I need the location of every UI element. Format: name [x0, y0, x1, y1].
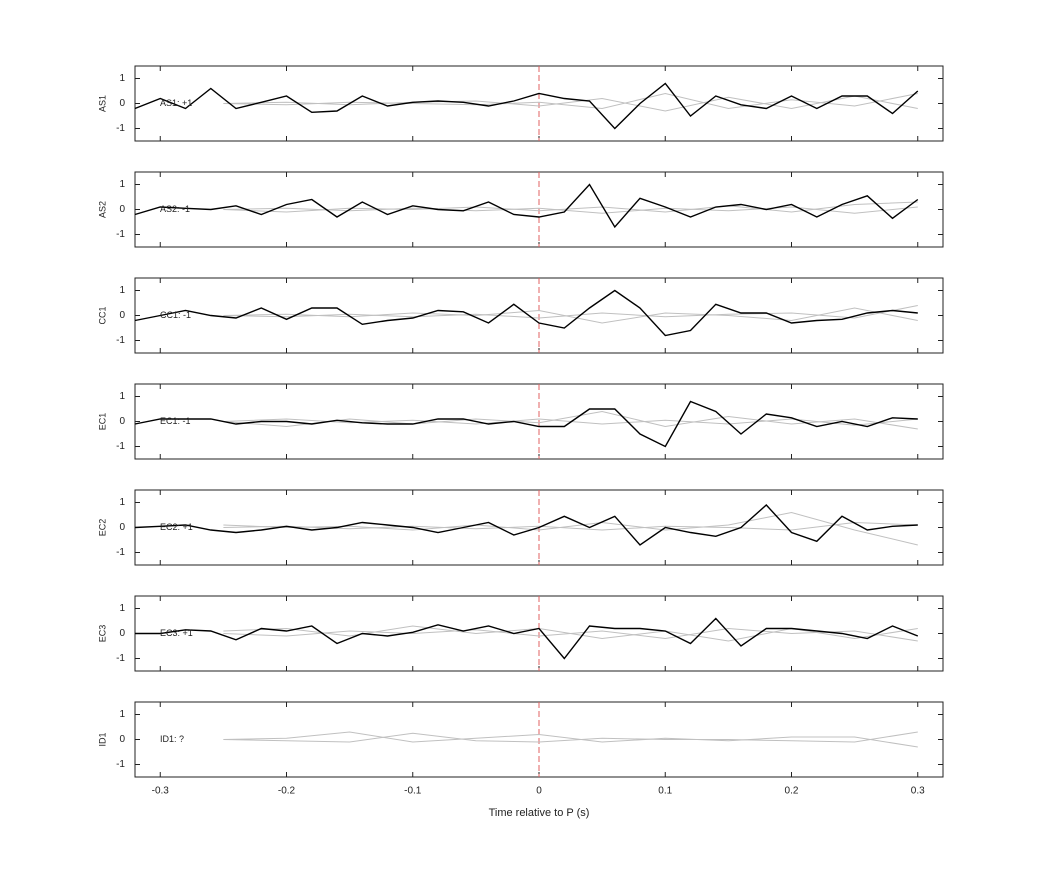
- y-tick-label: 1: [119, 285, 125, 296]
- annotation: AS2: -1: [160, 204, 190, 214]
- y-tick-label: -1: [116, 653, 125, 664]
- y-tick-label: 1: [119, 497, 125, 508]
- signal-line: [135, 617, 919, 660]
- trace-line: [223, 307, 918, 324]
- signal-line: [134, 400, 918, 448]
- x-tick-label: -0.2: [278, 786, 296, 797]
- signal-line: [134, 504, 918, 546]
- y-tick-label: 1: [119, 603, 125, 614]
- signal-line: [134, 289, 918, 337]
- y-tick-label: -1: [116, 229, 125, 240]
- y-axis-label: EC1: [97, 413, 107, 431]
- x-tick-label: -0.3: [152, 786, 170, 797]
- y-axis-label: AS1: [97, 95, 107, 112]
- x-axis-label: Time relative to P (s): [489, 807, 590, 819]
- x-tick-label: 0.3: [911, 786, 925, 797]
- y-axis-label: CC1: [97, 306, 107, 324]
- y-axis-label: EC2: [97, 519, 107, 537]
- y-tick-label: 1: [119, 179, 125, 190]
- y-tick-label: -1: [116, 123, 125, 134]
- y-tick-label: 0: [119, 522, 125, 533]
- y-axis-label: ID1: [97, 732, 107, 746]
- trace-line: [223, 95, 918, 112]
- y-tick-label: 0: [119, 734, 125, 745]
- y-tick-label: -1: [116, 759, 125, 770]
- trace-line: [223, 410, 918, 430]
- signal-line: [134, 82, 919, 130]
- y-tick-label: 1: [119, 709, 125, 720]
- trace-line: [223, 731, 918, 748]
- x-tick-label: -0.1: [404, 786, 422, 797]
- annotation: ID1: ?: [160, 734, 184, 744]
- trace-line: [223, 521, 918, 531]
- y-tick-label: 0: [119, 204, 125, 215]
- y-tick-label: 0: [119, 310, 125, 321]
- x-tick-label: 0.1: [658, 786, 672, 797]
- trace-line: [223, 731, 918, 743]
- y-tick-label: 1: [119, 73, 125, 84]
- trace-line: [223, 206, 918, 214]
- x-tick-label: 0: [536, 786, 542, 797]
- trace-line: [223, 627, 918, 642]
- y-tick-label: -1: [116, 441, 125, 452]
- y-tick-label: 1: [119, 391, 125, 402]
- y-axis-label: AS2: [97, 201, 107, 218]
- trace-line: [223, 201, 918, 213]
- x-tick-label: 0.2: [785, 786, 799, 797]
- annotation: EC1: -1: [160, 416, 191, 426]
- trace-line: [223, 305, 918, 319]
- annotation: AS1: +1: [160, 98, 192, 108]
- annotation: EC3: +1: [160, 628, 193, 638]
- y-tick-label: 0: [119, 416, 125, 427]
- y-tick-label: -1: [116, 335, 125, 346]
- annotation: CC1: -1: [160, 310, 191, 320]
- y-tick-label: -1: [116, 547, 125, 558]
- signal-line: [134, 183, 919, 229]
- y-axis-label: EC3: [97, 625, 107, 643]
- annotation: EC2: +1: [160, 522, 193, 532]
- y-tick-label: 0: [119, 98, 125, 109]
- y-tick-label: 0: [119, 628, 125, 639]
